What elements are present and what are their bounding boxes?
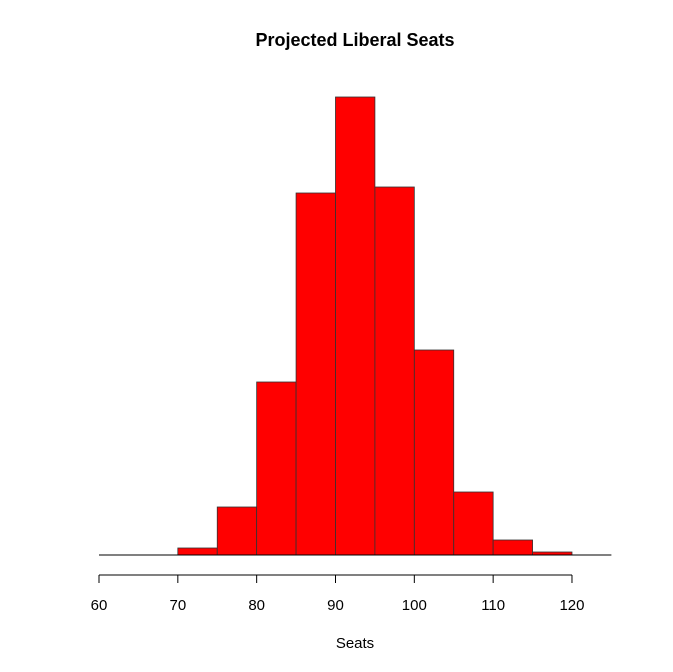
x-tick-label: 70: [169, 597, 186, 614]
bar: [216, 506, 258, 556]
x-tick-label: 100: [402, 597, 427, 614]
bar: [335, 96, 376, 556]
bar: [374, 186, 415, 556]
chart-title: Projected Liberal Seats: [255, 30, 454, 50]
x-tick-label: 60: [91, 597, 108, 614]
bar: [177, 547, 218, 556]
bar: [256, 381, 297, 556]
x-tick-label: 120: [559, 597, 584, 614]
bar: [295, 192, 336, 556]
bar: [413, 349, 455, 556]
bar: [453, 491, 494, 556]
x-tick-label: 110: [481, 597, 505, 614]
x-tick-label: 90: [327, 597, 344, 614]
x-tick-label: 80: [248, 597, 265, 614]
x-axis-label: Seats: [336, 635, 374, 652]
bar: [492, 539, 533, 556]
